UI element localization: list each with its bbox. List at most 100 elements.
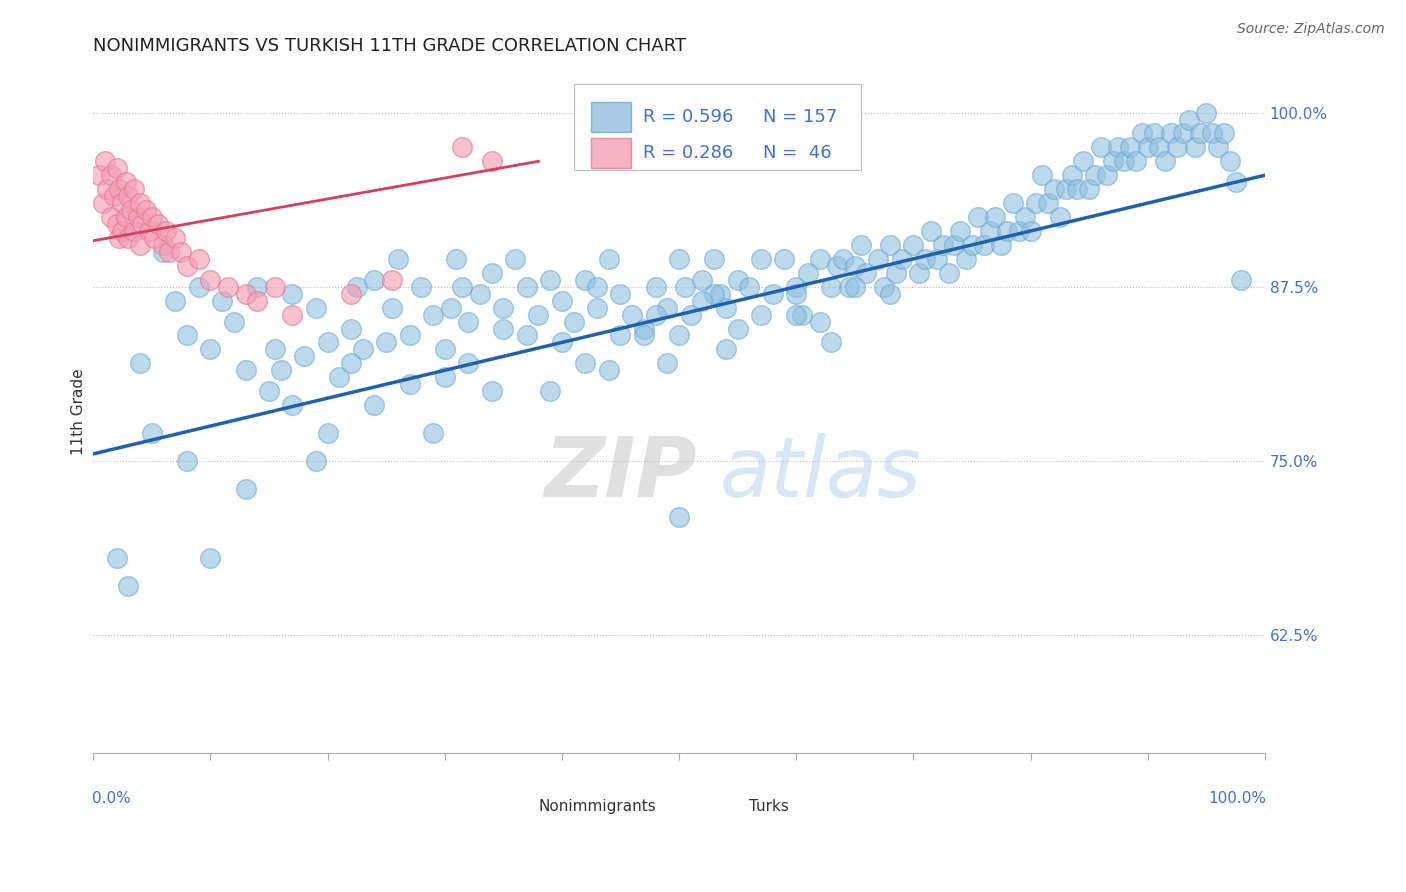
- Point: [1066, 182, 1088, 196]
- Point: [890, 252, 912, 266]
- Point: [1160, 127, 1182, 141]
- Point: [855, 266, 877, 280]
- Point: [305, 301, 328, 315]
- Point: [1119, 140, 1142, 154]
- Point: [908, 266, 931, 280]
- Point: [808, 252, 831, 266]
- Text: N = 157: N = 157: [763, 108, 838, 127]
- Point: [668, 252, 690, 266]
- Point: [117, 579, 139, 593]
- Point: [433, 370, 456, 384]
- Point: [949, 224, 972, 238]
- Point: [633, 328, 655, 343]
- Point: [586, 301, 609, 315]
- Point: [1114, 154, 1136, 169]
- Point: [903, 238, 925, 252]
- Point: [108, 231, 131, 245]
- Point: [785, 286, 807, 301]
- Point: [138, 224, 160, 238]
- Point: [135, 203, 157, 218]
- Point: [481, 266, 503, 280]
- Point: [105, 217, 128, 231]
- Point: [292, 350, 315, 364]
- Point: [281, 286, 304, 301]
- Point: [727, 273, 749, 287]
- Point: [346, 279, 368, 293]
- Point: [562, 314, 585, 328]
- Point: [773, 252, 796, 266]
- Point: [200, 273, 222, 287]
- Point: [165, 293, 187, 308]
- Point: [411, 279, 433, 293]
- Point: [1166, 140, 1188, 154]
- Point: [849, 238, 872, 252]
- Point: [703, 286, 725, 301]
- Point: [1008, 224, 1031, 238]
- Point: [668, 328, 690, 343]
- Point: [117, 231, 139, 245]
- Point: [790, 308, 813, 322]
- Point: [621, 308, 644, 322]
- Point: [1036, 196, 1059, 211]
- FancyBboxPatch shape: [591, 103, 631, 132]
- Point: [844, 259, 866, 273]
- Point: [481, 154, 503, 169]
- Point: [1154, 154, 1177, 169]
- Point: [146, 217, 169, 231]
- Point: [235, 286, 257, 301]
- Point: [468, 286, 491, 301]
- Point: [141, 425, 163, 440]
- Point: [825, 259, 848, 273]
- Point: [222, 314, 245, 328]
- Point: [115, 175, 138, 189]
- Point: [633, 321, 655, 335]
- Point: [263, 343, 285, 357]
- Point: [995, 224, 1018, 238]
- Point: [931, 238, 953, 252]
- Point: [808, 314, 831, 328]
- Point: [709, 286, 731, 301]
- Point: [1095, 168, 1118, 182]
- Point: [844, 279, 866, 293]
- Point: [108, 182, 131, 196]
- Point: [1071, 154, 1094, 169]
- Point: [492, 301, 515, 315]
- Point: [966, 210, 988, 224]
- Point: [574, 356, 596, 370]
- Point: [352, 343, 374, 357]
- Point: [1230, 273, 1253, 287]
- Point: [246, 279, 269, 293]
- Point: [884, 266, 907, 280]
- Point: [1001, 196, 1024, 211]
- Point: [657, 356, 679, 370]
- Point: [152, 238, 174, 252]
- Point: [129, 196, 152, 211]
- Point: [381, 301, 404, 315]
- Point: [105, 551, 128, 566]
- Point: [1019, 224, 1042, 238]
- Text: ZIP: ZIP: [544, 433, 697, 514]
- Point: [973, 238, 995, 252]
- Point: [692, 293, 714, 308]
- Point: [692, 273, 714, 287]
- Point: [727, 321, 749, 335]
- Point: [1142, 127, 1164, 141]
- Point: [979, 224, 1001, 238]
- Text: 100.0%: 100.0%: [1208, 791, 1265, 806]
- Point: [246, 293, 269, 308]
- Point: [1212, 127, 1234, 141]
- Point: [785, 308, 807, 322]
- Point: [920, 224, 942, 238]
- Point: [96, 182, 118, 196]
- Point: [1149, 140, 1171, 154]
- Point: [657, 301, 679, 315]
- Point: [673, 279, 696, 293]
- Point: [217, 279, 239, 293]
- Point: [157, 244, 180, 259]
- Point: [762, 286, 785, 301]
- Point: [749, 252, 772, 266]
- Point: [131, 217, 153, 231]
- Point: [422, 308, 444, 322]
- Point: [527, 308, 550, 322]
- Point: [91, 196, 114, 211]
